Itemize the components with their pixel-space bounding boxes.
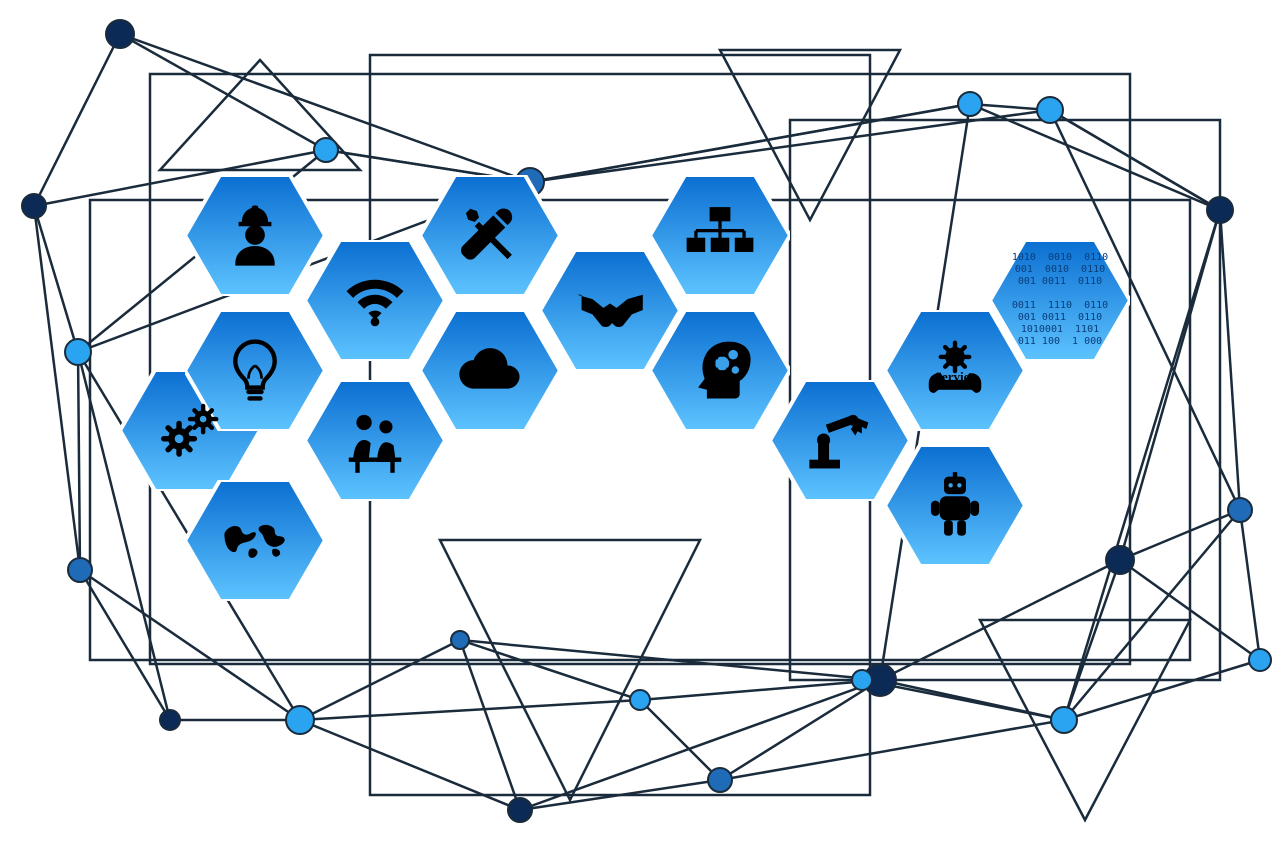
network-node [708, 768, 732, 792]
orgchart-icon [685, 200, 755, 270]
gears-icon [155, 395, 225, 465]
hex-ai-head [650, 310, 790, 431]
worker-icon [220, 200, 290, 270]
network-node [106, 20, 134, 48]
world-map-icon [220, 505, 290, 575]
service-icon [920, 335, 990, 405]
network-node [65, 339, 91, 365]
tools-icon [455, 200, 525, 270]
network-node [1207, 197, 1233, 223]
hex-robot [885, 445, 1025, 566]
network-node [68, 558, 92, 582]
network-node [630, 690, 650, 710]
network-node [1228, 498, 1252, 522]
network-node [314, 138, 338, 162]
hex-cloud [420, 310, 560, 431]
hex-tools [420, 175, 560, 296]
network-node [22, 194, 46, 218]
hex-orgchart [650, 175, 790, 296]
binary-icon: 1010 0010 0110 001 0010 0110 001 0011 01… [1005, 250, 1115, 350]
handshake-icon [575, 275, 645, 345]
network-node [958, 92, 982, 116]
binary-text: 1010 0010 0110 001 0010 0110 001 0011 01… [1012, 252, 1108, 348]
network-node [451, 631, 469, 649]
network-node [852, 670, 872, 690]
robot-arm-icon [805, 405, 875, 475]
cloud-icon [455, 335, 525, 405]
hex-worker [185, 175, 325, 296]
network-node [1249, 649, 1271, 671]
robot-icon [920, 470, 990, 540]
hex-binary: 1010 0010 0110 001 0010 0110 001 0011 01… [990, 240, 1130, 361]
network-node [160, 710, 180, 730]
hex-world-map [185, 480, 325, 601]
network-node [508, 798, 532, 822]
wifi-icon [340, 265, 410, 335]
network-node [1037, 97, 1063, 123]
network-node [1106, 546, 1134, 574]
network-node [1051, 707, 1077, 733]
network-node [286, 706, 314, 734]
team-icon [340, 405, 410, 475]
ai-head-icon [685, 335, 755, 405]
lightbulb-icon [220, 335, 290, 405]
